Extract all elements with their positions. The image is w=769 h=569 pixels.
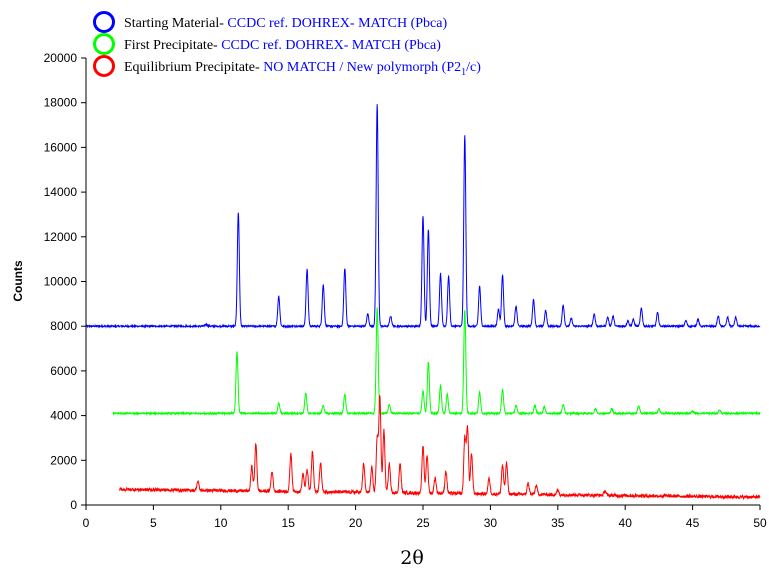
- x-tick-label: 45: [686, 516, 700, 530]
- x-tick-label: 5: [150, 516, 157, 530]
- legend-label: First Precipitate-: [124, 38, 218, 53]
- series-line-1: [85, 104, 761, 329]
- legend-entry: First Precipitate- CCDC ref. DOHREX- MAT…: [124, 38, 441, 53]
- series-line-3: [119, 395, 761, 501]
- y-tick-label: 18000: [44, 96, 78, 110]
- legend-match-end: /c): [466, 60, 481, 75]
- legend-entry: Equilibrium Precipitate- NO MATCH / New …: [124, 60, 481, 78]
- legend-entry: Starting Material- CCDC ref. DOHREX- MAT…: [124, 16, 447, 31]
- x-axis-label: 2θ: [400, 547, 424, 569]
- y-tick-label: 14000: [44, 185, 78, 199]
- legend-marker: [93, 33, 115, 55]
- legend-label: Equilibrium Precipitate-: [124, 60, 260, 75]
- legend: Starting Material- CCDC ref. DOHREX- MAT…: [93, 11, 481, 78]
- x-tick-label: 0: [83, 516, 90, 530]
- y-ticks: 0 2000 4000 6000 8000 10000 12000 14000 16000 180…: [44, 51, 86, 512]
- x-tick-label: 15: [282, 516, 296, 530]
- y-tick-label: 6000: [50, 364, 77, 378]
- y-tick-label: 8000: [50, 319, 77, 333]
- legend-marker: [93, 11, 115, 33]
- x-tick-label: 30: [484, 516, 498, 530]
- y-tick-label: 20000: [44, 51, 78, 65]
- series-line-2: [112, 307, 761, 417]
- legend-label: Starting Material-: [124, 16, 224, 31]
- y-tick-label: 4000: [50, 409, 77, 423]
- legend-match-subscript: 1: [461, 67, 466, 78]
- legend-match: NO MATCH / New polymorph (P2: [260, 60, 461, 75]
- x-tick-label: 20: [349, 516, 363, 530]
- x-ticks: 0 5 10 15 20 25 30 35 40 45 50: [83, 505, 767, 530]
- legend-match: CCDC ref. DOHREX- MATCH (Pbca): [224, 16, 448, 31]
- legend-marker: [93, 55, 115, 77]
- y-tick-label: 2000: [50, 453, 77, 467]
- legend-match: CCDC ref. DOHREX- MATCH (Pbca): [218, 38, 442, 53]
- y-tick-label: 16000: [44, 140, 78, 154]
- x-tick-label: 10: [214, 516, 228, 530]
- y-tick-label: 0: [70, 498, 77, 512]
- y-axis-label: Counts: [11, 260, 25, 302]
- y-tick-label: 12000: [44, 230, 78, 244]
- y-tick-label: 10000: [44, 275, 78, 289]
- x-tick-label: 25: [416, 516, 430, 530]
- x-tick-label: 50: [753, 516, 767, 530]
- plot-series: [85, 104, 761, 501]
- x-tick-label: 35: [551, 516, 565, 530]
- x-tick-label: 40: [619, 516, 633, 530]
- axes: [85, 58, 760, 506]
